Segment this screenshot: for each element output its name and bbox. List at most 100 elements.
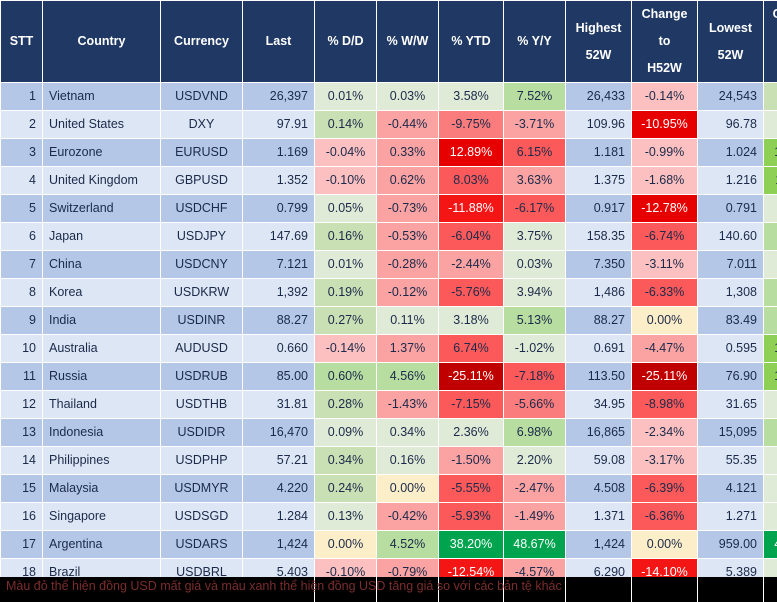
cell-stt: 10 xyxy=(0,334,43,363)
column-header-change-l52w[interactable]: ChangetoL52W xyxy=(763,0,777,83)
cell-change-h52w: -10.95% xyxy=(631,110,698,139)
cell-change-l52w: 10.92% xyxy=(763,334,777,363)
cell-dd: -0.14% xyxy=(314,334,377,363)
table-row[interactable]: 7 China USDCNY 7.121 0.01% -0.28% -2.44% 0.03% 7… xyxy=(0,250,777,279)
table-row[interactable]: 2 United States DXY 97.91 0.14% -0.44% -9.75% -… xyxy=(0,110,777,139)
cell-lowest52w: 55.35 xyxy=(697,446,764,475)
cell-currency: USDTHB xyxy=(160,390,243,419)
cell-ww: 0.33% xyxy=(376,138,439,167)
cell-stt: 3 xyxy=(0,138,43,167)
cell-highest52w: 88.27 xyxy=(565,306,632,335)
cell-change-h52w: -8.98% xyxy=(631,390,698,419)
table-row[interactable]: 5 Switzerland USDCHF 0.799 0.05% -0.73% -11.88… xyxy=(0,194,777,223)
column-header-ww[interactable]: % W/W xyxy=(376,0,439,83)
cell-lowest52w: 96.78 xyxy=(697,110,764,139)
cell-last: 16,470 xyxy=(242,418,315,447)
cell-highest52w: 16,865 xyxy=(565,418,632,447)
cell-yy: 3.94% xyxy=(503,278,566,307)
cell-highest52w: 0.691 xyxy=(565,334,632,363)
cell-change-l52w: 6.38% xyxy=(763,278,777,307)
cell-stt: 11 xyxy=(0,362,43,391)
cell-dd: 0.16% xyxy=(314,222,377,251)
column-header-stt[interactable]: STT xyxy=(0,0,43,83)
column-header-dd[interactable]: % D/D xyxy=(314,0,377,83)
cell-ytd: 2.36% xyxy=(438,418,504,447)
table-row[interactable]: 13 Indonesia USDIDR 16,470 0.09% 0.34% 2.36% 6.… xyxy=(0,418,777,447)
table-row[interactable]: 3 Eurozone EURUSD 1.169 -0.04% 0.33% 12.89% 6.1… xyxy=(0,138,777,167)
cell-lowest52w: 1.216 xyxy=(697,166,764,195)
table-row[interactable]: 11 Russia USDRUB 85.00 0.60% 4.56% -25.11% -7.1… xyxy=(0,362,777,391)
table-row[interactable]: 17 Argentina USDARS 1,424 0.00% 4.52% 38.20% 48… xyxy=(0,530,777,559)
table-row[interactable]: 14 Philippines USDPHP 57.21 0.34% 0.16% -1.50%… xyxy=(0,446,777,475)
cell-country: Thailand xyxy=(42,390,161,419)
cell-stt: 15 xyxy=(0,474,43,503)
cell-country: Indonesia xyxy=(42,418,161,447)
cell-stt: 5 xyxy=(0,194,43,223)
cell-change-l52w: 1.18% xyxy=(763,110,777,139)
cell-lowest52w: 24,543 xyxy=(697,82,764,111)
cell-currency: GBPUSD xyxy=(160,166,243,195)
cell-last: 1,424 xyxy=(242,530,315,559)
column-header-currency[interactable]: Currency xyxy=(160,0,243,83)
cell-lowest52w: 1,308 xyxy=(697,278,764,307)
cell-highest52w: 1.375 xyxy=(565,166,632,195)
cell-change-l52w: 0.51% xyxy=(763,390,777,419)
cell-lowest52w: 31.65 xyxy=(697,390,764,419)
table-row[interactable]: 10 Australia AUDUSD 0.660 -0.14% 1.37% 6.74% -1… xyxy=(0,334,777,363)
column-header-yy[interactable]: % Y/Y xyxy=(503,0,566,83)
column-header-ytd[interactable]: % YTD xyxy=(438,0,504,83)
column-header-change-h52w[interactable]: Change to H52W xyxy=(631,0,698,83)
column-header-lowest52w[interactable]: Lowest 52W xyxy=(697,0,764,83)
table-row[interactable]: 1 Vietnam USDVND 26,397 0.01% 0.03% 3.58% 7.52%… xyxy=(0,82,777,111)
column-header-highest52w[interactable]: Highest 52W xyxy=(565,0,632,83)
table-row[interactable]: 16 Singapore USDSGD 1.284 0.13% -0.42% -5.93% -… xyxy=(0,502,777,531)
cell-dd: 0.13% xyxy=(314,502,377,531)
table-row[interactable]: 15 Malaysia USDMYR 4.220 0.24% 0.00% -5.55% -2.… xyxy=(0,474,777,503)
cell-stt: 12 xyxy=(0,390,43,419)
cell-change-l52w: 11.11% xyxy=(763,166,777,195)
cell-change-h52w: -6.33% xyxy=(631,278,698,307)
cell-ww: 0.34% xyxy=(376,418,439,447)
cell-stt: 16 xyxy=(0,502,43,531)
cell-currency: DXY xyxy=(160,110,243,139)
cell-stt: 8 xyxy=(0,278,43,307)
cell-change-l52w: 1.58% xyxy=(763,250,777,279)
cell-country: Malaysia xyxy=(42,474,161,503)
cell-lowest52w: 76.90 xyxy=(697,362,764,391)
cell-currency: USDPHP xyxy=(160,446,243,475)
cell-currency: USDSGD xyxy=(160,502,243,531)
cell-stt: 1 xyxy=(0,82,43,111)
cell-highest52w: 7.350 xyxy=(565,250,632,279)
cell-change-h52w: -6.74% xyxy=(631,222,698,251)
cell-yy: 0.03% xyxy=(503,250,566,279)
table-row[interactable]: 4 United Kingdom GBPUSD 1.352 -0.10% 0.62% 8.0… xyxy=(0,166,777,195)
cell-ytd: -5.93% xyxy=(438,502,504,531)
table-row[interactable]: 12 Thailand USDTHB 31.81 0.28% -1.43% -7.15% -5… xyxy=(0,390,777,419)
cell-ww: 0.03% xyxy=(376,82,439,111)
cell-change-l52w: 14.10% xyxy=(763,138,777,167)
cell-change-h52w: 0.00% xyxy=(631,306,698,335)
cell-stt: 14 xyxy=(0,446,43,475)
cell-yy: 6.15% xyxy=(503,138,566,167)
cell-country: Philippines xyxy=(42,446,161,475)
cell-ww: 4.56% xyxy=(376,362,439,391)
column-header-last[interactable]: Last xyxy=(242,0,315,83)
cell-currency: USDMYR xyxy=(160,474,243,503)
cell-ytd: 38.20% xyxy=(438,530,504,559)
cell-stt: 2 xyxy=(0,110,43,139)
cell-ww: -0.44% xyxy=(376,110,439,139)
cell-ytd: -7.15% xyxy=(438,390,504,419)
cell-yy: 6.98% xyxy=(503,418,566,447)
table-row[interactable]: 9 India USDINR 88.27 0.27% 0.11% 3.18% 5.13% 88.… xyxy=(0,306,777,335)
table-header: STT Country Currency Last % D/D % W/W % … xyxy=(0,0,777,83)
cell-yy: 3.63% xyxy=(503,166,566,195)
cell-ww: 0.16% xyxy=(376,446,439,475)
cell-yy: 48.67% xyxy=(503,530,566,559)
table-row[interactable]: 8 Korea USDKRW 1,392 0.19% -0.12% -5.76% 3.94% 1… xyxy=(0,278,777,307)
cell-ytd: -25.11% xyxy=(438,362,504,391)
cell-lowest52w: 1.271 xyxy=(697,502,764,531)
cell-ww: -0.28% xyxy=(376,250,439,279)
table-row[interactable]: 6 Japan USDJPY 147.69 0.16% -0.53% -6.04% 3.75%… xyxy=(0,222,777,251)
cell-ytd: -5.76% xyxy=(438,278,504,307)
column-header-country[interactable]: Country xyxy=(42,0,161,83)
